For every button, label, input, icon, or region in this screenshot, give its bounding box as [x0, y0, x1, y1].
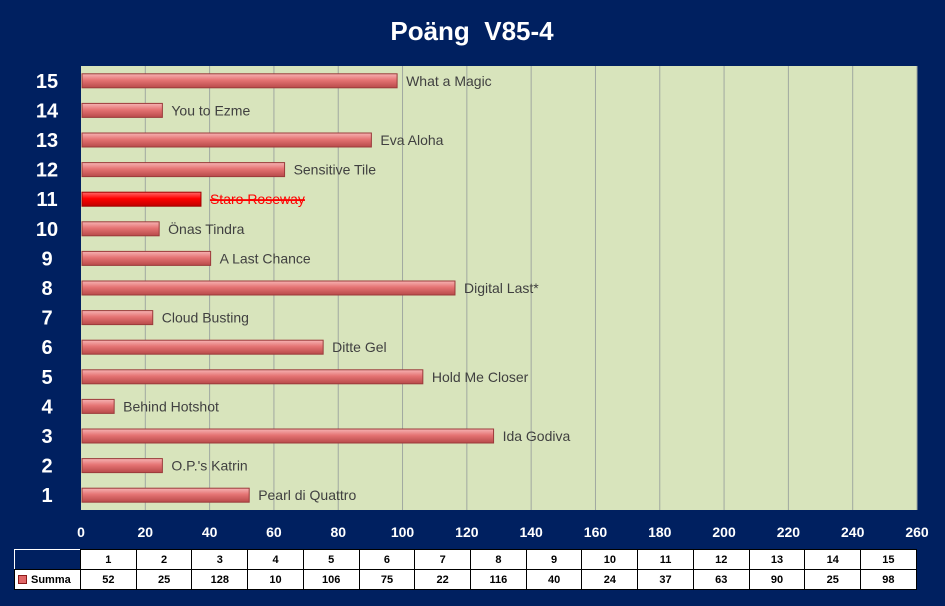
table-header-cell: 10	[581, 549, 639, 570]
table-header-row: 1 2 3 4 5 6 7 8 9 10 11 12 13 14 15	[14, 549, 917, 570]
table-cell: 63	[692, 569, 750, 590]
table-cell: 37	[637, 569, 694, 590]
x-tick-label: 160	[584, 524, 608, 540]
y-category-label: 13	[36, 130, 58, 152]
table-cell: 116	[470, 569, 527, 590]
y-category-label: 6	[41, 337, 52, 359]
table-corner	[14, 549, 81, 570]
x-tick-label: 20	[138, 524, 154, 540]
table-cell: 128	[191, 569, 249, 590]
table-header-cell: 13	[748, 549, 806, 570]
table-header-cell: 4	[247, 549, 304, 570]
series-name: Summa	[31, 573, 71, 586]
bar	[81, 102, 163, 118]
y-category-label: 10	[36, 219, 58, 241]
y-category-label: 4	[41, 396, 53, 418]
x-tick-label: 0	[77, 524, 85, 540]
bar	[81, 398, 115, 414]
table-header-cell: 9	[525, 549, 583, 570]
bar	[81, 428, 495, 444]
y-category-label: 12	[36, 160, 58, 182]
y-category-label: 2	[41, 456, 52, 478]
bar-label: Cloud Busting	[162, 310, 249, 326]
bar-label: A Last Chance	[220, 250, 311, 266]
x-tick-label: 200	[712, 524, 736, 540]
bar-label: Eva Aloha	[380, 132, 443, 148]
bar-label: You to Ezme	[171, 102, 250, 118]
y-category-label: 15	[36, 71, 58, 93]
bar-label: Hold Me Closer	[432, 369, 529, 385]
table-header-cell: 1	[80, 549, 137, 570]
y-category-label: 1	[41, 485, 52, 507]
legend-key-icon	[18, 575, 27, 585]
bar	[81, 369, 424, 385]
y-category-label: 8	[41, 278, 52, 300]
bar-label: Sensitive Tile	[294, 162, 377, 178]
x-tick-label: 80	[330, 524, 346, 540]
table-cell: 40	[525, 569, 583, 590]
y-category-label: 5	[41, 367, 52, 389]
bar	[81, 280, 456, 296]
table-cell: 24	[581, 569, 639, 590]
x-tick-label: 180	[648, 524, 672, 540]
bar-label: Staro Roseway	[210, 191, 305, 207]
x-tick-label: 40	[202, 524, 218, 540]
table-header-cell: 12	[692, 549, 750, 570]
y-category-label: 11	[36, 189, 57, 211]
table-row: Summa 52 25 128 10 106 75 22 116 40 24 37 63 90 25 98	[14, 569, 917, 590]
table-cell: 106	[302, 569, 360, 590]
bar	[81, 221, 160, 237]
table-cell: 22	[414, 569, 472, 590]
bar	[81, 250, 212, 266]
table-header-cell: 15	[860, 549, 917, 570]
table-header-cell: 14	[804, 549, 862, 570]
table-cell: 25	[135, 569, 193, 590]
x-tick-label: 120	[455, 524, 479, 540]
bar-label: Behind Hotshot	[123, 398, 219, 414]
table-cell: 25	[804, 569, 862, 590]
table-header-cell: 8	[470, 549, 527, 570]
y-category-label: 14	[36, 100, 59, 122]
data-table: 1 2 3 4 5 6 7 8 9 10 11 12 13 14 15 Summa 52 25 128 10 106…	[14, 549, 917, 590]
bar-label: Ida Godiva	[503, 428, 571, 444]
table-header-cell: 3	[191, 549, 249, 570]
bar-label: Ditte Gel	[332, 339, 386, 355]
bar-label: Önas Tindra	[168, 220, 244, 237]
series-legend-cell: Summa	[14, 569, 81, 590]
table-header-cell: 7	[414, 549, 472, 570]
bar-label: Pearl di Quattro	[258, 487, 356, 503]
table-header-cell: 11	[637, 549, 694, 570]
chart-title: Poäng V85-4	[390, 16, 554, 46]
table-header-cell: 6	[358, 549, 416, 570]
table-header-cell: 5	[302, 549, 360, 570]
y-category-label: 7	[41, 308, 52, 330]
bar	[81, 339, 324, 355]
table-cell: 90	[748, 569, 806, 590]
y-category-label: 9	[41, 248, 52, 270]
bar-label: Digital Last*	[464, 280, 539, 296]
bar	[81, 310, 154, 326]
bar-label: O.P.'s Katrin	[171, 458, 247, 474]
table-header-cell: 2	[135, 549, 193, 570]
x-tick-label: 260	[905, 524, 929, 540]
y-category-label: 3	[41, 426, 52, 448]
bar	[81, 73, 398, 89]
table-cell: 10	[247, 569, 304, 590]
bar-label: What a Magic	[406, 73, 492, 89]
bar	[81, 487, 250, 503]
x-tick-label: 100	[391, 524, 415, 540]
bar	[81, 162, 286, 178]
x-tick-label: 60	[266, 524, 282, 540]
x-tick-label: 140	[519, 524, 543, 540]
bar	[81, 132, 372, 148]
table-cell: 75	[358, 569, 416, 590]
table-cell: 52	[80, 569, 137, 590]
x-tick-label: 220	[777, 524, 801, 540]
table-cell: 98	[860, 569, 917, 590]
bar	[81, 458, 163, 474]
x-tick-label: 240	[841, 524, 865, 540]
bar	[81, 191, 202, 207]
